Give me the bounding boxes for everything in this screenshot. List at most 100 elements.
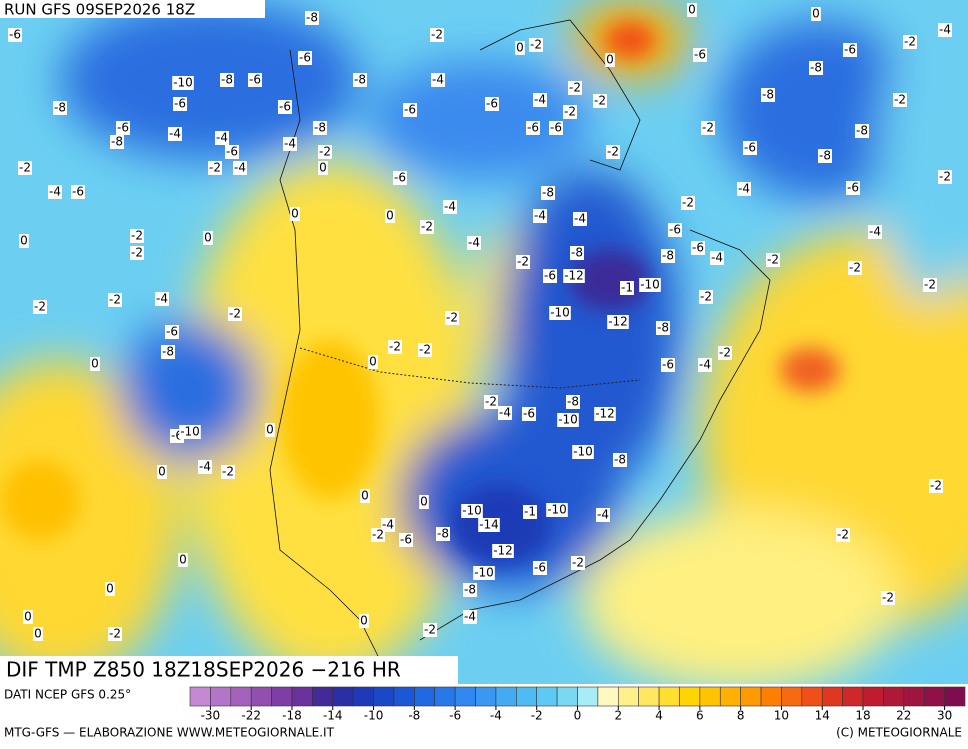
- contour-label: -12: [607, 315, 629, 329]
- contour-value: -12: [493, 544, 513, 558]
- contour-label: -6: [393, 171, 407, 185]
- label-box: [418, 343, 432, 357]
- label-box: [371, 528, 385, 542]
- label-box: [221, 465, 235, 479]
- contour-label: -2: [606, 145, 620, 159]
- contour-value: -4: [939, 23, 951, 37]
- contour-label: -10: [546, 503, 568, 517]
- label-box: [359, 614, 369, 628]
- label-box: [533, 93, 547, 107]
- label-box: [549, 306, 571, 320]
- contour-value: -2: [431, 28, 443, 42]
- contour-label: 0: [360, 489, 370, 503]
- label-box: [173, 97, 187, 111]
- colorbar-tick-label: -22: [241, 709, 261, 723]
- contour-value: -10: [474, 566, 494, 580]
- contour-value: -2: [682, 196, 694, 210]
- contour-label: -6: [522, 407, 536, 421]
- contour-value: -6: [226, 145, 238, 159]
- product-title: DIF TMP Z850 18Z18SEP2026 −216 HR: [6, 658, 401, 682]
- contour-label: -2: [938, 170, 952, 184]
- label-box: [233, 161, 247, 175]
- label-box: [225, 145, 239, 159]
- contour-value: 0: [20, 234, 28, 248]
- contour-label: -4: [573, 212, 587, 226]
- contour-label: -4: [155, 292, 169, 306]
- label-box: [522, 407, 536, 421]
- contour-label: -8: [656, 321, 670, 335]
- colorbar-swatch: [495, 686, 517, 707]
- label-box: [393, 171, 407, 185]
- contour-value: -2: [572, 556, 584, 570]
- contour-value: -6: [400, 533, 412, 547]
- contour-label: -8: [613, 453, 627, 467]
- contour-value: -8: [614, 453, 626, 467]
- contour-label: -8: [436, 527, 450, 541]
- label-box: [929, 479, 943, 493]
- contour-label: 0: [385, 209, 395, 223]
- contour-value: -12: [564, 269, 584, 283]
- contour-value: -4: [699, 358, 711, 372]
- colorbar-tick-label: -10: [364, 709, 384, 723]
- contour-label: -8: [305, 11, 319, 25]
- label-box: [848, 261, 862, 275]
- label-box: [116, 121, 130, 135]
- contour-label: -2: [701, 121, 715, 135]
- label-box: [836, 528, 850, 542]
- label-box: [515, 41, 525, 55]
- colorbar-tick-label: 10: [774, 709, 789, 723]
- contour-label: -2: [108, 627, 122, 641]
- contour-label: -14: [478, 518, 500, 532]
- contour-label: -6: [399, 533, 413, 547]
- contour-value: -2: [421, 220, 433, 234]
- label-box: [445, 311, 459, 325]
- credit-text: MTG-GFS — ELABORAZIONE WWW.METEOGIORNALE…: [4, 726, 335, 740]
- contour-label: -8: [541, 186, 555, 200]
- contour-value: -4: [444, 200, 456, 214]
- label-box: [529, 38, 543, 52]
- contour-value: -8: [567, 395, 579, 409]
- contour-value: -2: [389, 340, 401, 354]
- contour-label: -2: [371, 528, 385, 542]
- contour-value: -2: [939, 170, 951, 184]
- label-box: [419, 495, 429, 509]
- contour-label: -10: [557, 413, 579, 427]
- label-box: [161, 345, 175, 359]
- contour-label: -8: [53, 101, 67, 115]
- contour-label: -2: [516, 255, 530, 269]
- label-box: [318, 145, 332, 159]
- contour-value: 0: [812, 7, 820, 21]
- contour-value: 0: [361, 489, 369, 503]
- contour-label: -4: [463, 610, 477, 624]
- label-box: [484, 395, 498, 409]
- label-box: [90, 357, 100, 371]
- label-box: [203, 231, 213, 245]
- contour-label: -4: [443, 200, 457, 214]
- contour-label: -6: [691, 241, 705, 255]
- label-box: [33, 300, 47, 314]
- label-box: [541, 186, 555, 200]
- contour-value: -2: [446, 311, 458, 325]
- contour-value: -2: [930, 479, 942, 493]
- contour-value: 0: [606, 53, 614, 67]
- label-box: [498, 406, 512, 420]
- label-box: [305, 11, 319, 25]
- contour-value: -2: [569, 81, 581, 95]
- contour-value: 0: [291, 207, 299, 221]
- colorbar-tick-label: -2: [531, 709, 543, 723]
- label-box: [353, 73, 367, 87]
- label-box: [198, 460, 212, 474]
- label-box: [687, 3, 697, 17]
- contour-label: -6: [543, 269, 557, 283]
- contour-label: -2: [18, 161, 32, 175]
- contour-value: -2: [882, 591, 894, 605]
- contour-value: -10: [573, 445, 593, 459]
- label-box: [178, 553, 188, 567]
- contour-value: -2: [849, 261, 861, 275]
- contour-value: -8: [819, 149, 831, 163]
- label-box: [436, 527, 450, 541]
- colorbar-swatch: [862, 686, 884, 707]
- label-box: [639, 278, 661, 292]
- contour-value: -2: [485, 395, 497, 409]
- contour-label: -8: [818, 149, 832, 163]
